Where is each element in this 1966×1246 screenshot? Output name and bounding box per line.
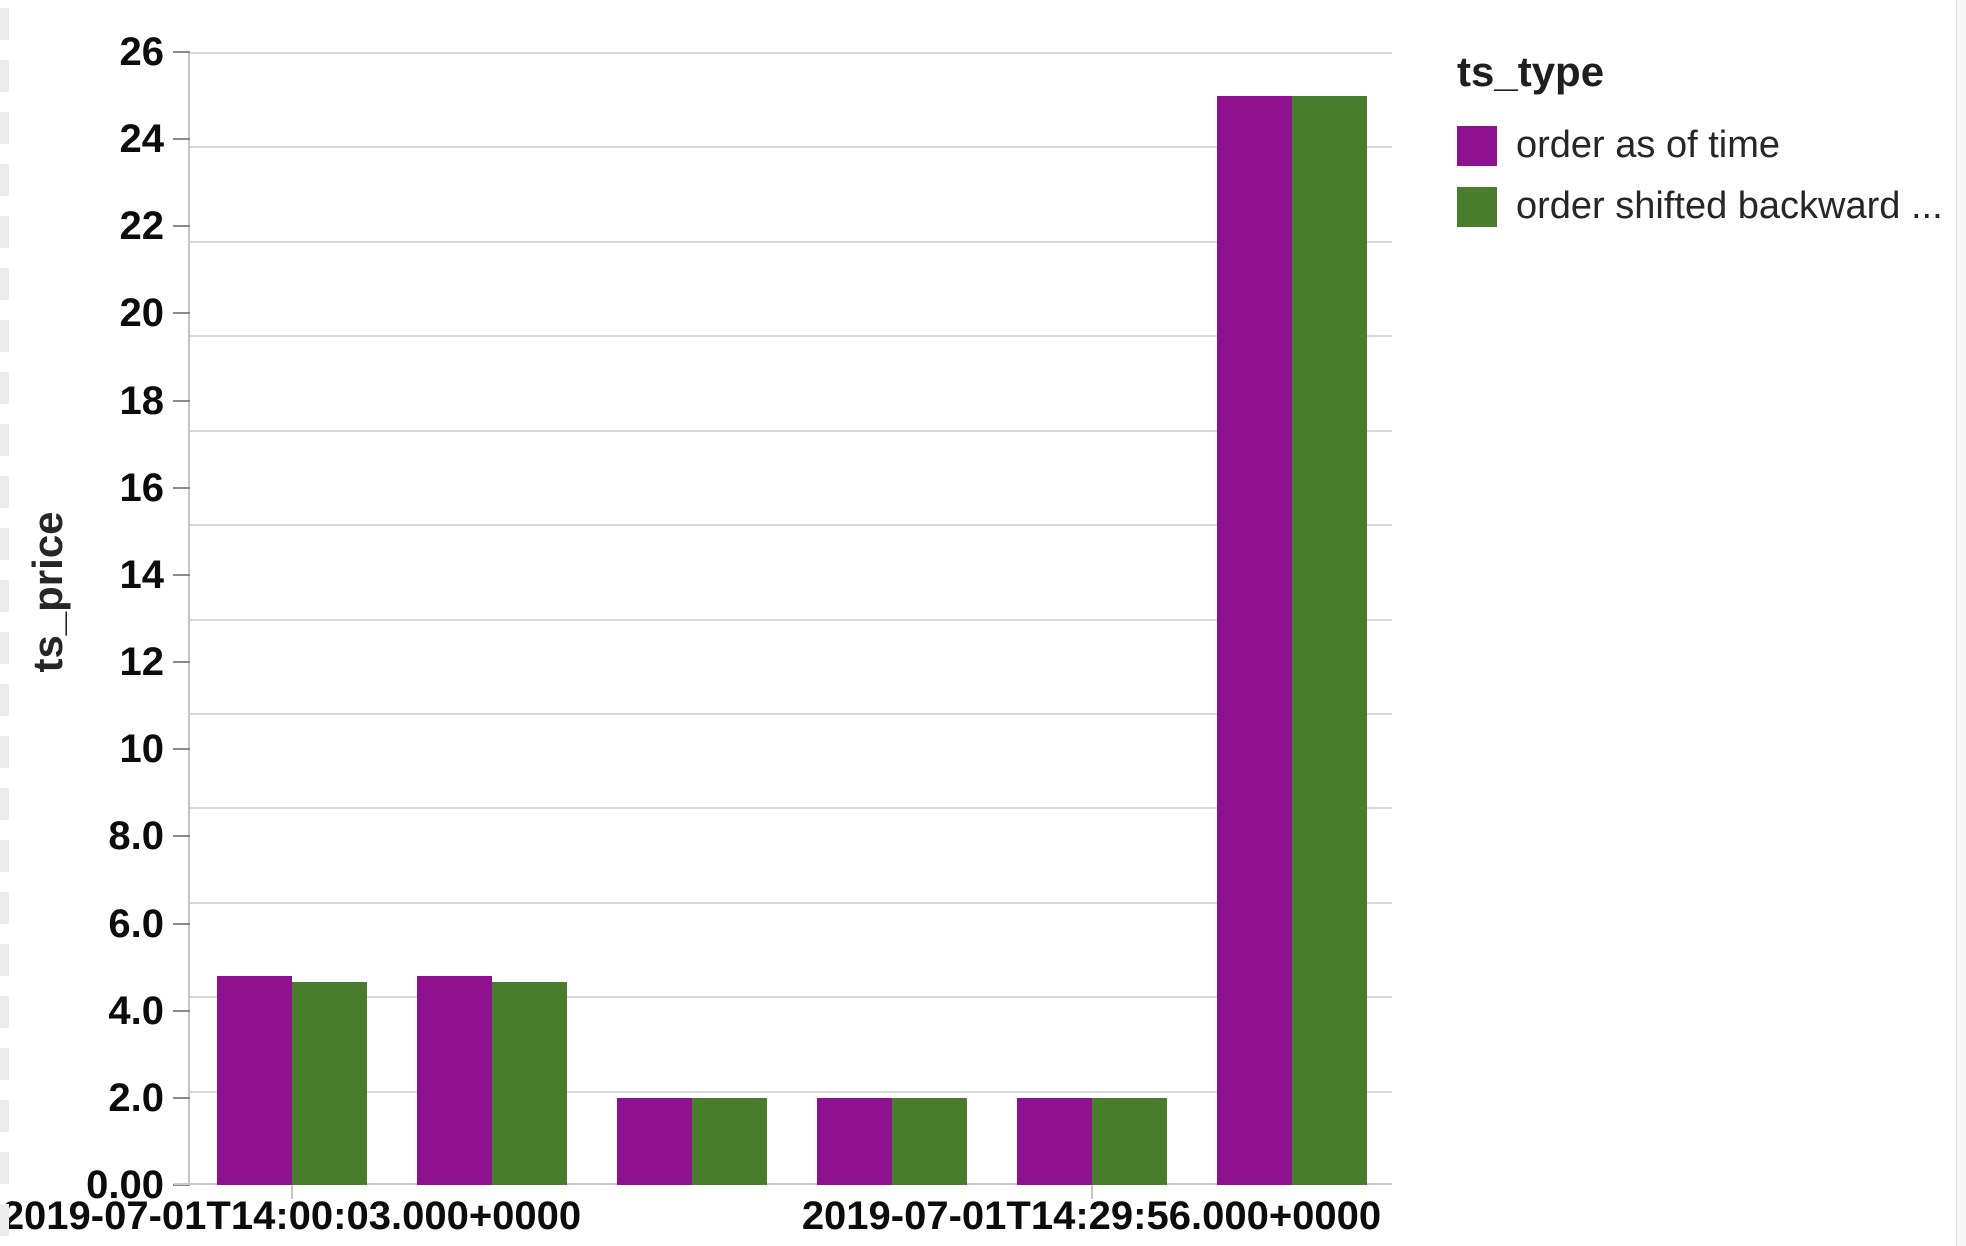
gridline: [190, 52, 1392, 54]
page-edge-mark: [0, 996, 9, 1028]
y-tick-label: 12: [119, 640, 165, 685]
legend-swatch-green: [1457, 186, 1497, 227]
gridline: [190, 1090, 1392, 1093]
page-edge-mark: [0, 840, 9, 872]
y-tick-label: 2.0: [108, 1075, 164, 1120]
y-tick-label: 24: [119, 117, 165, 162]
page-edge-mark: [0, 892, 9, 924]
page-edge-mark: [0, 164, 9, 196]
page-edge-mark: [0, 60, 9, 92]
y-tick-label: 22: [119, 204, 165, 249]
bar-purple-group5: [1016, 1097, 1092, 1185]
legend-title: ts_type: [1457, 48, 1605, 95]
gridline: [190, 524, 1392, 527]
bar-green-group6: [1291, 95, 1367, 1185]
page-edge-mark: [0, 736, 9, 768]
y-tick-mark: [173, 1184, 190, 1186]
bar-green-group1: [291, 982, 367, 1185]
y-tick-mark: [173, 138, 190, 141]
page-edge-mark: [0, 476, 9, 508]
gridline: [190, 618, 1392, 621]
y-tick-label: 8.0: [108, 814, 164, 859]
page-edge-mark: [0, 528, 9, 560]
y-tick-mark: [173, 922, 190, 925]
legend-label: order shifted backward ...: [1516, 185, 1943, 227]
page-scrollbar-track: [1956, 0, 1966, 1246]
page-edge-mark: [0, 8, 9, 40]
bar-green-group5: [1091, 1097, 1167, 1185]
page-edge-mark: [0, 632, 9, 664]
x-tick-label: 2019-07-01T14:00:03.000+0000: [1, 1194, 582, 1238]
bar-green-group2: [491, 982, 567, 1185]
page-edge-mark: [0, 1048, 9, 1080]
page-edge-mark: [0, 216, 9, 248]
y-tick-label: 26: [119, 30, 165, 74]
y-tick-mark: [173, 312, 190, 315]
bar-purple-group3: [616, 1097, 692, 1185]
plot-area: [190, 52, 1392, 1185]
y-tick-mark: [173, 661, 190, 664]
bar-green-group3: [691, 1097, 767, 1185]
legend-label: order as of time: [1516, 124, 1780, 166]
y-tick-label: 0.00: [86, 1163, 164, 1207]
y-tick-label: 16: [119, 465, 165, 510]
page-edge-mark: [0, 112, 9, 144]
x-tick-label: 2019-07-01T14:29:56.000+0000: [801, 1194, 1382, 1238]
legend-items: order as of time order shifted backward .…: [1457, 124, 1957, 228]
y-tick-mark: [173, 51, 190, 53]
y-tick-mark: [173, 835, 190, 838]
page-edge-mark: [0, 944, 9, 976]
gridline: [190, 429, 1392, 432]
y-tick-mark: [173, 748, 190, 751]
bar-green-group4: [891, 1097, 967, 1185]
x-axis-baseline: [174, 1183, 1392, 1185]
page-edge-mark: [0, 1152, 9, 1184]
gridline: [190, 335, 1392, 338]
gridline: [190, 901, 1392, 904]
bar-purple-group4: [816, 1097, 892, 1185]
y-tick-mark: [173, 486, 190, 489]
y-tick-mark: [173, 1009, 190, 1012]
y-tick-label: 6.0: [108, 901, 164, 946]
y-tick-label: 10: [119, 727, 165, 772]
page-edge-mark: [0, 1204, 9, 1236]
bar-purple-group2: [416, 975, 492, 1185]
page-edge-mark: [0, 580, 9, 612]
y-axis-title: ts_price: [24, 511, 71, 673]
y-tick-label: 18: [119, 378, 165, 423]
page-edge-mark: [0, 424, 9, 456]
x-tick-mark: [290, 1185, 293, 1199]
y-tick-label: 4.0: [108, 988, 164, 1033]
page-edge-mark: [0, 320, 9, 352]
bar-purple-group6: [1216, 95, 1292, 1185]
x-tick-mark: [1090, 1185, 1093, 1199]
gridline: [190, 807, 1392, 810]
gridline: [190, 996, 1392, 999]
y-tick-label: 14: [119, 552, 165, 597]
page-edge-mark: [0, 684, 9, 716]
page-edge-mark: [0, 788, 9, 820]
y-axis-domain-line: [188, 52, 190, 1185]
page-edge-mark: [0, 268, 9, 300]
legend-item: order as of time: [1457, 124, 1957, 167]
legend-item: order shifted backward ...: [1457, 185, 1957, 228]
gridline: [190, 712, 1392, 715]
y-tick-mark: [173, 1096, 190, 1099]
bar-purple-group1: [216, 975, 292, 1185]
y-tick-mark: [173, 573, 190, 576]
page-edge-mark: [0, 1100, 9, 1132]
y-tick-mark: [173, 399, 190, 402]
gridline: [190, 146, 1392, 149]
y-tick-label: 20: [119, 291, 165, 336]
gridline: [190, 240, 1392, 243]
page-edge-mark: [0, 372, 9, 404]
y-tick-mark: [173, 225, 190, 228]
legend: ts_type order as of time order shifted ba…: [1457, 48, 1957, 246]
legend-swatch-purple: [1457, 125, 1497, 166]
